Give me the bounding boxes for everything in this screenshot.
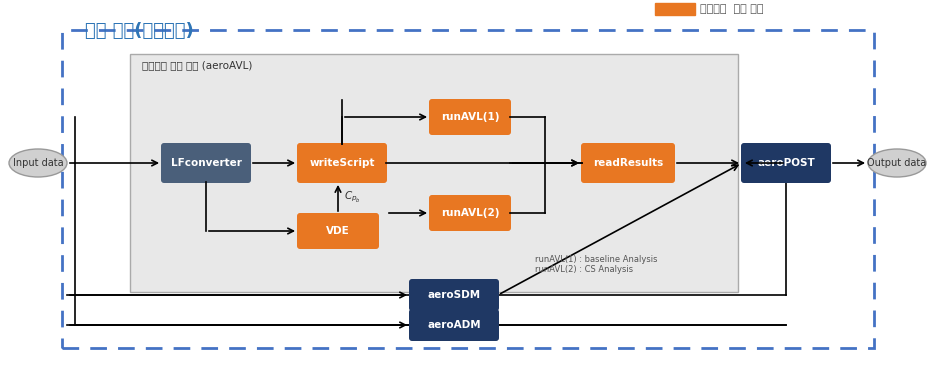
FancyBboxPatch shape <box>62 30 873 348</box>
FancyBboxPatch shape <box>429 195 510 231</box>
Text: LFconverter: LFconverter <box>170 158 241 168</box>
Text: runAVL(1) : baseline Analysis: runAVL(1) : baseline Analysis <box>534 255 657 264</box>
FancyBboxPatch shape <box>580 143 674 183</box>
FancyBboxPatch shape <box>297 213 378 249</box>
Text: aeroPOST: aeroPOST <box>756 158 814 168</box>
Text: readResults: readResults <box>592 158 663 168</box>
FancyBboxPatch shape <box>130 54 738 292</box>
Bar <box>654 3 695 15</box>
Text: 공력 모듈(컴포넌트): 공력 모듈(컴포넌트) <box>85 22 194 40</box>
Text: Input data: Input data <box>13 158 64 168</box>
Text: writeScript: writeScript <box>309 158 374 168</box>
Ellipse shape <box>9 149 67 177</box>
FancyBboxPatch shape <box>161 143 251 183</box>
Text: aeroADM: aeroADM <box>427 320 480 330</box>
Ellipse shape <box>867 149 925 177</box>
Text: runAVL(2) : CS Analysis: runAVL(2) : CS Analysis <box>534 265 633 274</box>
Text: 저충실도  해석 모듈: 저충실도 해석 모듈 <box>699 4 763 14</box>
Text: $C_{p_b}$: $C_{p_b}$ <box>344 189 360 205</box>
FancyBboxPatch shape <box>297 143 387 183</box>
Text: runAVL(2): runAVL(2) <box>440 208 499 218</box>
Text: VDE: VDE <box>326 226 349 236</box>
Text: Output data: Output data <box>867 158 926 168</box>
FancyBboxPatch shape <box>408 309 499 341</box>
Text: 저충실도 해석 모듈 (aeroAVL): 저충실도 해석 모듈 (aeroAVL) <box>142 60 252 70</box>
FancyBboxPatch shape <box>408 279 499 311</box>
Text: aeroSDM: aeroSDM <box>427 290 480 300</box>
FancyBboxPatch shape <box>740 143 830 183</box>
Text: runAVL(1): runAVL(1) <box>440 112 499 122</box>
FancyBboxPatch shape <box>429 99 510 135</box>
